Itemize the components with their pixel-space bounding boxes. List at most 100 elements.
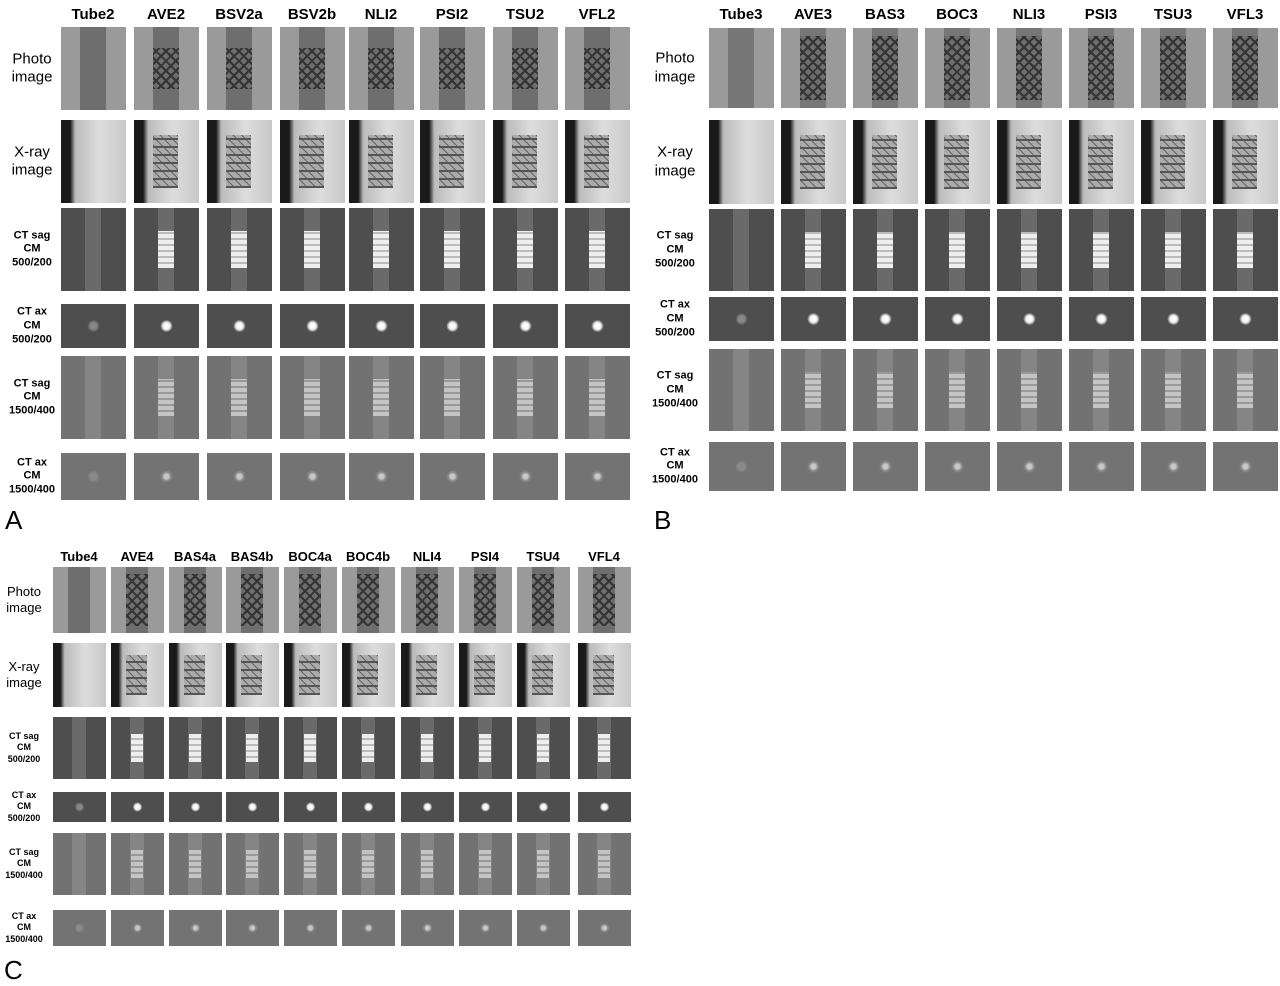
column-header: BAS3	[864, 5, 906, 23]
image-tile	[1140, 442, 1206, 491]
row-label-line: CM	[23, 469, 41, 482]
tile-part	[877, 371, 893, 409]
image-tile	[492, 27, 558, 110]
tile-part	[72, 717, 86, 779]
tile-part	[303, 734, 317, 762]
tile-part	[153, 134, 178, 189]
image-tile	[348, 304, 414, 348]
image-tile	[283, 643, 337, 707]
column-header: AVE4	[120, 548, 154, 564]
tile-part	[1088, 135, 1113, 189]
image-tile	[279, 208, 345, 291]
row-label-line: CT sag	[13, 376, 51, 389]
row-label-line: Photo	[12, 49, 52, 67]
tile-part	[1232, 36, 1258, 100]
column-header: AVE3	[793, 5, 833, 23]
image-tile	[996, 28, 1062, 108]
column-header: NLI4	[412, 548, 442, 564]
tile-part	[245, 850, 259, 878]
image-tile	[133, 27, 199, 110]
image-tile	[110, 643, 164, 707]
row-label-line: CT sag	[8, 847, 40, 858]
column-header: BAS4a	[174, 548, 216, 564]
tile-part	[589, 379, 605, 416]
image-tile	[279, 27, 345, 110]
tile-part	[420, 850, 434, 878]
image-tile	[1212, 442, 1278, 491]
tile-part	[800, 36, 826, 100]
tile-part	[130, 734, 144, 762]
tile-part	[1237, 231, 1253, 269]
image-tile	[516, 910, 570, 946]
tile-part	[732, 349, 750, 431]
column-header: BAS4b	[230, 548, 274, 564]
image-tile	[419, 356, 485, 439]
column-header: AVE2	[146, 5, 186, 23]
image-tile	[1068, 442, 1134, 491]
image-tile	[110, 567, 164, 633]
image-tile	[225, 567, 279, 633]
tile-part	[478, 734, 492, 762]
row-label-line: CM	[666, 383, 684, 396]
row-label: Photo image	[6, 584, 41, 617]
image-tile	[1212, 120, 1278, 204]
image-tile	[348, 356, 414, 439]
row-label: CT sag CM 1500/400	[5, 847, 43, 881]
tile-part	[1165, 231, 1181, 269]
row-label-line: CT ax	[660, 298, 690, 311]
image-tile	[780, 297, 846, 341]
tile-part	[304, 379, 320, 416]
tile-part	[478, 850, 492, 878]
image-tile	[110, 792, 164, 822]
tile-part	[1021, 231, 1037, 269]
tile-part	[420, 734, 434, 762]
image-tile	[564, 356, 630, 439]
row-label: X-ray image	[12, 143, 53, 181]
image-tile	[564, 27, 630, 110]
tile-part	[80, 27, 106, 110]
image-tile	[780, 28, 846, 108]
image-tile	[168, 717, 222, 779]
tile-part	[299, 47, 325, 90]
image-tile	[516, 792, 570, 822]
tile-part	[532, 573, 554, 627]
image-tile	[492, 453, 558, 500]
tile-part	[805, 371, 821, 409]
column-header: VFL2	[578, 5, 616, 23]
tile-part	[536, 850, 550, 878]
image-tile	[708, 120, 774, 204]
row-label: CT ax CM 500/200	[655, 298, 695, 339]
tile-part	[226, 134, 251, 189]
image-tile	[52, 792, 106, 822]
row-label: CT ax CM 1500/400	[652, 446, 698, 487]
row-label-line: X-ray	[14, 142, 50, 160]
image-tile	[1140, 349, 1206, 431]
row-label: CT sag CM 500/200	[655, 229, 695, 270]
image-tile	[852, 442, 918, 491]
image-tile	[400, 833, 454, 895]
column-header: Tube3	[719, 5, 763, 23]
image-tile	[996, 442, 1062, 491]
image-tile	[516, 643, 570, 707]
column-header: VFL4	[588, 548, 620, 564]
row-label-line: 500/200	[12, 332, 52, 345]
column-header: Tube2	[71, 5, 115, 23]
image-tile	[708, 442, 774, 491]
image-tile	[458, 717, 512, 779]
image-tile	[492, 120, 558, 203]
image-tile	[168, 792, 222, 822]
tile-part	[158, 379, 174, 416]
image-tile	[1068, 120, 1134, 204]
image-tile	[283, 792, 337, 822]
row-label-line: CT ax	[11, 911, 37, 922]
image-tile	[708, 297, 774, 341]
image-tile	[400, 792, 454, 822]
image-tile	[458, 833, 512, 895]
image-tile	[852, 349, 918, 431]
row-label-line: CM	[23, 242, 41, 255]
image-tile	[492, 208, 558, 291]
tile-part	[1165, 371, 1181, 409]
tile-part	[474, 573, 496, 627]
column-header: BOC4a	[288, 548, 332, 564]
row-label-line: CT sag	[13, 228, 51, 241]
